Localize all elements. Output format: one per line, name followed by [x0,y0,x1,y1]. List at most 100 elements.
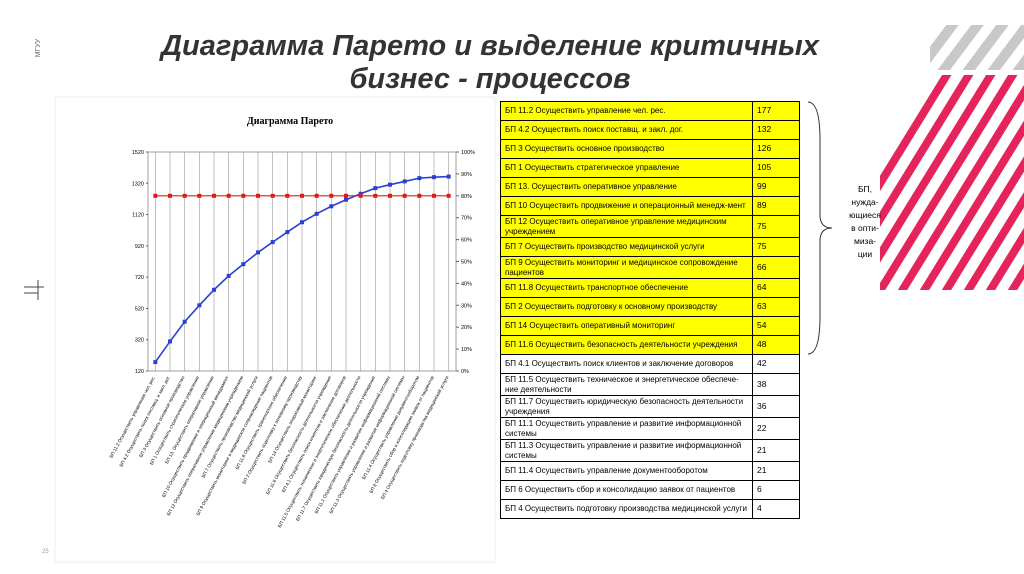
table-row: БП 11.2 Осуществить управление чел. рес.… [500,101,800,121]
table-cell: БП 11.5 Осуществить техническое и энерге… [500,373,753,396]
y-tick-label: 1120 [132,213,144,219]
brace [807,101,833,355]
chart-title: Диаграмма Парето [247,116,333,127]
table-cell: 21 [752,461,800,481]
table-row: БП 6 Осуществить сбор и консолидацию зая… [500,480,800,500]
y-tick-label: 520 [135,306,144,312]
point [344,193,348,198]
chart-panel [54,96,496,563]
table-row: БП 12 Осуществить оперативное управление… [500,215,800,238]
data-table: БП 11.2 Осуществить управление чел. рес.… [500,101,800,519]
table-row: БП 2 Осуществить подготовку к основному … [500,297,800,317]
y-tick-label: 120 [135,369,144,375]
table-cell: БП 7 Осуществить производство медицинско… [500,237,753,257]
table-row: БП 1 Осуществить стратегическое управлен… [500,158,800,178]
table-row: БП 9 Осуществить мониторинг и медицинско… [500,256,800,279]
y2-tick-label: 10% [461,347,472,353]
slide-title: бизнес - процессов [349,63,630,95]
table-row: БП 13. Осуществить оперативное управлени… [500,177,800,197]
point [329,204,334,209]
brace-note: нужда- [851,197,878,207]
table-cell: 63 [752,297,800,317]
y2-tick-label: 80% [461,194,472,200]
table-cell: 4 [752,499,800,519]
point [168,339,172,344]
table-cell: БП 6 Осуществить сбор и консолидацию зая… [500,480,753,500]
table-row: БП 11.4 Осуществить управление документо… [500,461,800,481]
point [358,193,363,198]
table-row: БП 4 Осуществить подготовку производства… [500,499,800,519]
point [446,174,451,179]
table-cell: 22 [752,417,800,440]
point [285,193,290,198]
table-cell: БП 11.8 Осуществить транспортное обеспеч… [500,278,753,298]
point [226,273,231,278]
table-cell: 6 [752,480,800,500]
table-cell: БП 12 Осуществить оперативное управление… [500,215,753,238]
side-label: МГУУ [35,38,42,57]
table-row: БП 11.1 Осуществить управление и развити… [500,417,800,440]
table-cell: 42 [752,354,800,374]
point [270,240,275,245]
point [241,193,246,198]
point [212,287,216,292]
table-cell: 89 [752,196,800,216]
y-tick-label: 1520 [132,150,144,156]
y2-tick-label: 50% [461,260,472,266]
point [153,193,158,198]
table-row: БП 11.5 Осуществить техническое и энерге… [500,373,800,396]
y2-tick-label: 60% [461,238,472,244]
point [270,193,275,198]
point [329,193,334,198]
table-cell: 75 [752,237,800,257]
table-cell: 21 [752,439,800,462]
brace-note: БП, [858,184,872,194]
point [417,193,422,198]
y-tick-label: 720 [135,275,144,281]
table-cell: БП 11.7 Осуществить юридическую безопасн… [500,395,753,418]
point [402,193,407,198]
table-row: БП 7 Осуществить производство медицинско… [500,237,800,257]
decor-stripes [880,75,1024,290]
point [344,197,348,202]
point [256,250,260,255]
point [226,193,231,198]
table-row: БП 11.8 Осуществить транспортное обеспеч… [500,278,800,298]
point [446,193,451,198]
point [153,360,158,365]
point [417,176,422,181]
table-cell: 48 [752,335,800,355]
point [388,193,392,198]
y2-tick-label: 40% [461,281,472,287]
table-row: БП 3 Осуществить основное производство 12… [500,139,800,159]
table-cell: БП 2 Осуществить подготовку к основному … [500,297,753,317]
point [300,193,304,198]
table-row: БП 11.7 Осуществить юридическую безопасн… [500,395,800,418]
point [212,193,216,198]
decor-gray [930,25,1024,70]
point [168,193,172,198]
y2-tick-label: 90% [461,172,472,178]
table-cell: БП 11.1 Осуществить управление и развити… [500,417,753,440]
table-row: БП 4.1 Осуществить поиск клиентов и закл… [500,354,800,374]
table-cell: 99 [752,177,800,197]
table-cell: БП 9 Осуществить мониторинг и медицинско… [500,256,753,279]
table-cell: 126 [752,139,800,159]
table-cell: БП 14 Осуществить оперативный мониторинг [500,316,753,336]
y2-tick-label: 30% [461,303,472,309]
brace-note: в опти- [851,223,879,233]
point [182,193,187,198]
table-cell: БП 4 Осуществить подготовку производства… [500,499,753,519]
table-cell: 105 [752,158,800,178]
point [314,211,319,216]
point [197,303,202,308]
y-tick-label: 320 [135,338,144,344]
table-cell: БП 11.4 Осуществить управление документо… [500,461,753,481]
brace-note: ющиеся [849,210,881,220]
point [300,220,304,225]
point [314,193,319,198]
table-cell: БП 11.3 Осуществить управление и развити… [500,439,753,462]
y2-tick-label: 0% [461,369,469,375]
table-cell: БП 10 Осуществить продвижение и операцио… [500,196,753,216]
